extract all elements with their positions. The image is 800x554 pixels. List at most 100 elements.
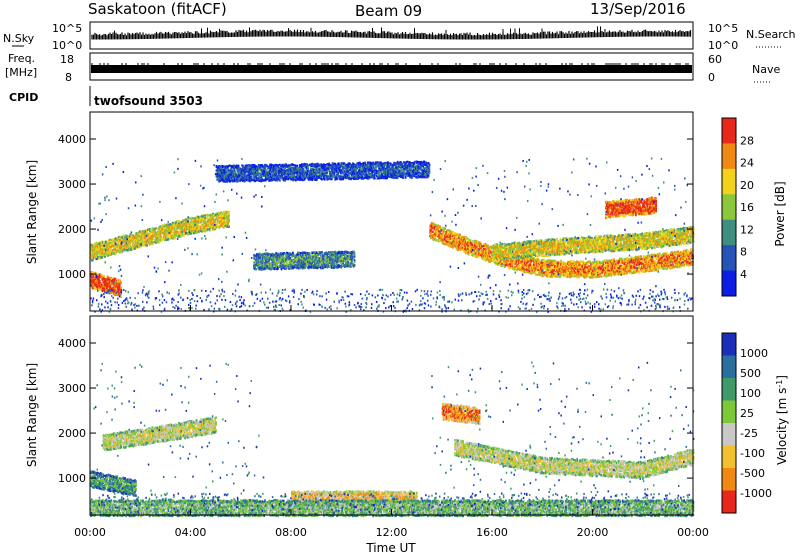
nsky-bottom-tick: 10^0 — [52, 39, 82, 52]
range-gate-cell — [167, 236, 169, 238]
range-gate-cell — [112, 238, 114, 240]
range-gate-cell — [174, 237, 176, 239]
range-gate-cell — [602, 265, 604, 267]
range-gate-cell — [172, 231, 174, 233]
range-gate-cell — [179, 220, 181, 222]
range-gate-cell — [216, 215, 218, 217]
range-gate-cell — [489, 261, 491, 263]
range-gate-cell — [164, 227, 166, 229]
range-gate-cell — [570, 262, 572, 264]
range-gate-cell — [635, 256, 637, 258]
range-gate-cell — [130, 245, 132, 247]
freq-trace — [91, 65, 692, 73]
range-gate-cell — [627, 258, 629, 260]
range-gate-cell — [171, 233, 173, 235]
range-gate-cell — [514, 266, 516, 268]
range-gate-cell — [614, 261, 616, 263]
range-gate-cell — [549, 265, 551, 267]
range-gate-cell — [463, 250, 465, 252]
range-gate-cell — [207, 215, 209, 217]
range-gate-cell — [602, 271, 604, 273]
station-title: Saskatoon (fitACF) — [88, 0, 227, 18]
range-gate-cell — [474, 244, 476, 246]
range-gate-cell — [470, 239, 472, 241]
range-gate-cell — [155, 227, 157, 229]
range-gate-cell — [548, 275, 550, 277]
range-gate-cell — [220, 211, 222, 213]
range-gate-cell — [471, 244, 473, 246]
range-gate-cell — [129, 249, 131, 251]
range-gate-cell — [194, 220, 196, 222]
range-gate-cell — [183, 234, 185, 236]
range-gate-cell — [228, 226, 230, 228]
range-gate-cell — [624, 258, 626, 260]
range-gate-cell — [103, 288, 105, 290]
range-gate-cell — [587, 261, 589, 263]
range-gate-cell — [98, 247, 100, 249]
range-gate-cell — [553, 269, 555, 271]
range-gate-cell — [155, 242, 157, 244]
freq-label-line1: Freq. — [8, 52, 35, 65]
range-gate-cell — [114, 294, 116, 296]
range-gate-cell — [473, 253, 475, 255]
range-gate-cell — [573, 270, 575, 272]
range-gate-cell — [447, 231, 449, 233]
range-gate-cell — [600, 262, 602, 264]
range-gate-cell — [210, 224, 212, 226]
range-gate-cell — [447, 229, 449, 231]
freq-bottom-tick: 8 — [65, 71, 72, 84]
range-gate-cell — [546, 275, 548, 277]
range-gate-cell — [152, 242, 154, 244]
cpid-label: CPID — [9, 91, 38, 104]
range-gate-cell — [228, 220, 230, 222]
range-gate-cell — [551, 260, 553, 262]
range-gate-cell — [450, 246, 452, 248]
range-gate-cell — [487, 245, 489, 247]
range-gate-cell — [576, 273, 578, 275]
nsky-top-tick: 10^5 — [52, 22, 82, 35]
range-gate-cell — [432, 234, 434, 236]
range-gate-cell — [568, 261, 570, 263]
range-gate-cell — [602, 263, 604, 265]
range-gate-cell — [191, 223, 193, 225]
nsearch-bottom-tick: 10^0 — [708, 39, 738, 52]
range-gate-cell — [477, 240, 479, 242]
range-gate-cell — [632, 257, 634, 259]
range-gate-cell — [190, 232, 192, 234]
range-gate-cell — [461, 249, 463, 251]
range-gate-cell — [116, 252, 118, 254]
range-gate-cell — [610, 273, 612, 275]
range-gate-cell — [631, 269, 633, 271]
range-gate-cell — [489, 257, 491, 259]
range-gate-cell — [455, 236, 457, 238]
range-gate-cell — [456, 246, 458, 248]
range-gate-cell — [134, 236, 136, 238]
range-gate-cell — [209, 217, 211, 219]
range-gate-cell — [105, 251, 107, 253]
range-gate-cell — [503, 262, 505, 264]
nsky-label: N.Sky — [3, 32, 35, 45]
range-gate-cell — [561, 274, 563, 276]
figure: Saskatoon (fitACF) Beam 09 13/Sep/2016 N… — [0, 0, 800, 554]
range-gate-cell — [226, 211, 228, 213]
range-gate-cell — [483, 245, 485, 247]
range-gate-cell — [589, 276, 591, 278]
range-gate-cell — [170, 224, 172, 226]
range-gate-cell — [618, 269, 620, 271]
range-gate-cell — [613, 258, 615, 260]
range-gate-cell — [620, 265, 622, 267]
range-gate-cell — [228, 218, 230, 220]
range-gate-cell — [540, 273, 542, 275]
range-gate-cell — [104, 256, 106, 258]
range-gate-cell — [598, 275, 600, 277]
range-gate-cell — [544, 260, 546, 262]
range-gate-cell — [146, 244, 148, 246]
range-gate-cell — [533, 264, 535, 266]
range-gate-cell — [119, 236, 121, 238]
range-gate-cell — [169, 237, 171, 239]
range-gate-cell — [477, 246, 479, 248]
beam-label: Beam 09 — [355, 2, 422, 20]
range-gate-cell — [112, 279, 114, 281]
range-gate-cell — [105, 241, 107, 243]
range-gate-cell — [529, 270, 531, 272]
